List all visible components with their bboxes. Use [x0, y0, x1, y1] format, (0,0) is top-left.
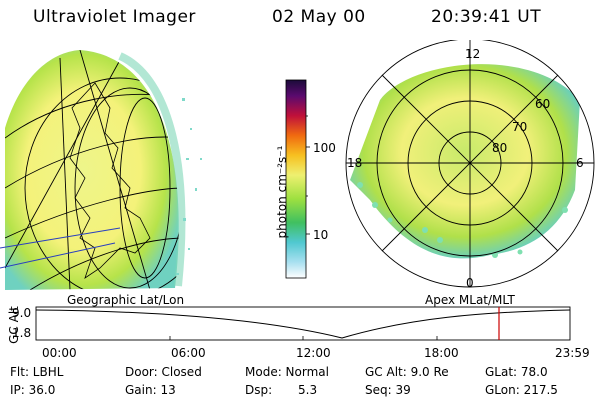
mlat-60-label: 60: [535, 97, 551, 111]
app-title: Ultraviolet Imager: [33, 7, 196, 27]
polar-grid: [345, 40, 595, 288]
seq-status: Seq: 39: [365, 383, 411, 397]
alt-x-tick-0600: 06:00: [171, 346, 206, 360]
mode-status: Mode: Normal: [245, 365, 329, 379]
orbit-track-2: [0, 242, 116, 269]
aurora-disc: [5, 50, 179, 290]
alt-x-tick-1800: 18:00: [424, 346, 459, 360]
alt-x-tick-0000: 00:00: [42, 346, 77, 360]
orbit-track: [0, 227, 121, 249]
mlt-12-label: 12: [465, 47, 481, 61]
altitude-plot: [35, 306, 571, 341]
mlat-70-label: 70: [512, 120, 528, 134]
alt-x-tick-2359: 23:59: [555, 346, 590, 360]
alt-x-tick-1200: 12:00: [296, 346, 331, 360]
coastline: [69, 82, 151, 279]
mlt-18-label: 18: [347, 156, 363, 170]
colorbar-tick-10: 10: [313, 228, 329, 242]
dsp-value: 5.3: [298, 383, 318, 397]
ip-status: IP: 36.0: [10, 383, 56, 397]
mlt-6-label: 6: [576, 156, 584, 170]
polar-mlt-plot: [345, 40, 595, 288]
altitude-x-ticks: [169, 336, 438, 340]
polar-speckles: [357, 182, 568, 258]
glon-status: GLon: 217.5: [485, 383, 558, 397]
date-label: 02 May 00: [272, 7, 366, 27]
aurora-edge: [118, 52, 186, 287]
geographic-caption: Geographic Lat/Lon: [67, 293, 185, 307]
glat-status: GLat: 78.0: [485, 365, 548, 379]
colorbar-unit-label: photon cm⁻²s⁻¹: [275, 145, 289, 239]
door-status: Door: Closed: [125, 365, 202, 379]
intensity-colorbar: [285, 79, 310, 279]
geographic-globe-image: [0, 50, 202, 290]
altitude-curve: [35, 309, 571, 339]
colorbar-gradient: [285, 79, 307, 279]
gc-alt-status: GC Alt: 9.0 Re: [365, 365, 449, 379]
alt-y-top: 9.0: [12, 306, 32, 320]
time-label: 20:39:41 UT: [431, 7, 542, 27]
speckle-halo: [176, 98, 202, 275]
colorbar-ticks: [306, 115, 310, 235]
polar-aurora-fill: [350, 64, 580, 259]
colorbar-tick-100: 100: [313, 141, 336, 155]
gain-status: Gain: 13: [125, 383, 176, 397]
filter-status: Flt: LBHL: [10, 365, 64, 379]
mlt-0-label: 0: [466, 276, 474, 290]
dsp-label: Dsp:: [245, 383, 273, 397]
mlat-80-label: 80: [492, 141, 508, 155]
alt-y-bottom: 1.8: [12, 326, 32, 340]
apex-caption: Apex MLat/MLT: [425, 293, 515, 307]
